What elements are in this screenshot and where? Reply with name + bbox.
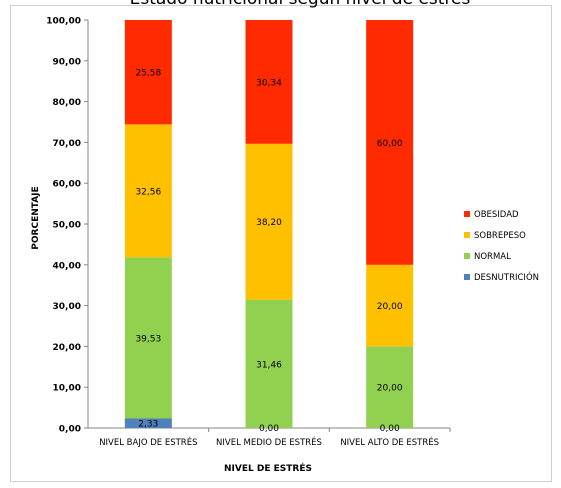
bar-segment-obesidad [124,20,172,125]
data-label: 20,00 [377,384,403,394]
y-tick-label: 80,00 [53,98,81,108]
data-label: 2,33 [138,420,158,430]
y-tick-label: 30,00 [53,302,81,312]
x-tick-label: NIVEL ALTO DE ESTRÉS [340,436,439,448]
data-label: 20,00 [377,302,403,312]
bar-segment-obesidad [366,20,414,265]
chart-title: Estado nutricional según nivel de estrés [130,0,471,9]
x-tick-label: NIVEL MEDIO DE ESTRÉS [216,436,322,448]
legend-label: DESNUTRICIÓN [474,271,539,283]
data-label: 0,00 [380,424,400,434]
y-tick-label: 20,00 [53,343,81,353]
data-label: 39,53 [135,334,161,344]
legend-swatch [464,211,470,217]
legend-label: OBESIDAD [474,210,519,220]
legend-label: NORMAL [474,252,511,262]
data-label: 0,00 [259,424,279,434]
y-tick-label: 10,00 [53,384,81,394]
data-label: 25,58 [135,69,161,79]
data-label: 30,34 [256,78,282,88]
data-label: 60,00 [377,139,403,149]
y-tick-label: 60,00 [53,180,81,190]
x-tick-label: NIVEL BAJO DE ESTRÉS [99,436,197,448]
y-tick-label: 90,00 [53,57,81,67]
bar-segment-normal [245,299,293,428]
y-tick-label: 100,00 [46,17,81,27]
chart-border [10,5,552,482]
x-axis-title: NIVEL DE ESTRÉS [224,462,312,474]
y-tick-label: 50,00 [53,221,81,231]
data-label: 31,46 [256,360,282,370]
y-axis-title: PORCENTAJE [31,186,41,249]
bar-segment-normal [124,257,172,419]
legend-swatch [464,232,470,238]
y-tick-label: 70,00 [53,139,81,149]
legend-swatch [464,253,470,259]
bar-segment-normal [366,346,414,428]
bar-segment-obesidad [245,20,293,144]
bar-segment-sobrepeso [366,264,414,347]
legend-swatch [464,274,470,280]
bar-segment-sobrepeso [245,143,293,300]
y-tick-label: 40,00 [53,261,81,271]
data-label: 38,20 [256,218,282,228]
legend-label: SOBREPESO [474,231,526,241]
data-label: 32,56 [135,187,161,197]
bar-segment-sobrepeso [124,124,172,258]
bar-segment-desnutricin [124,418,172,428]
y-tick-label: 0,00 [59,425,81,435]
